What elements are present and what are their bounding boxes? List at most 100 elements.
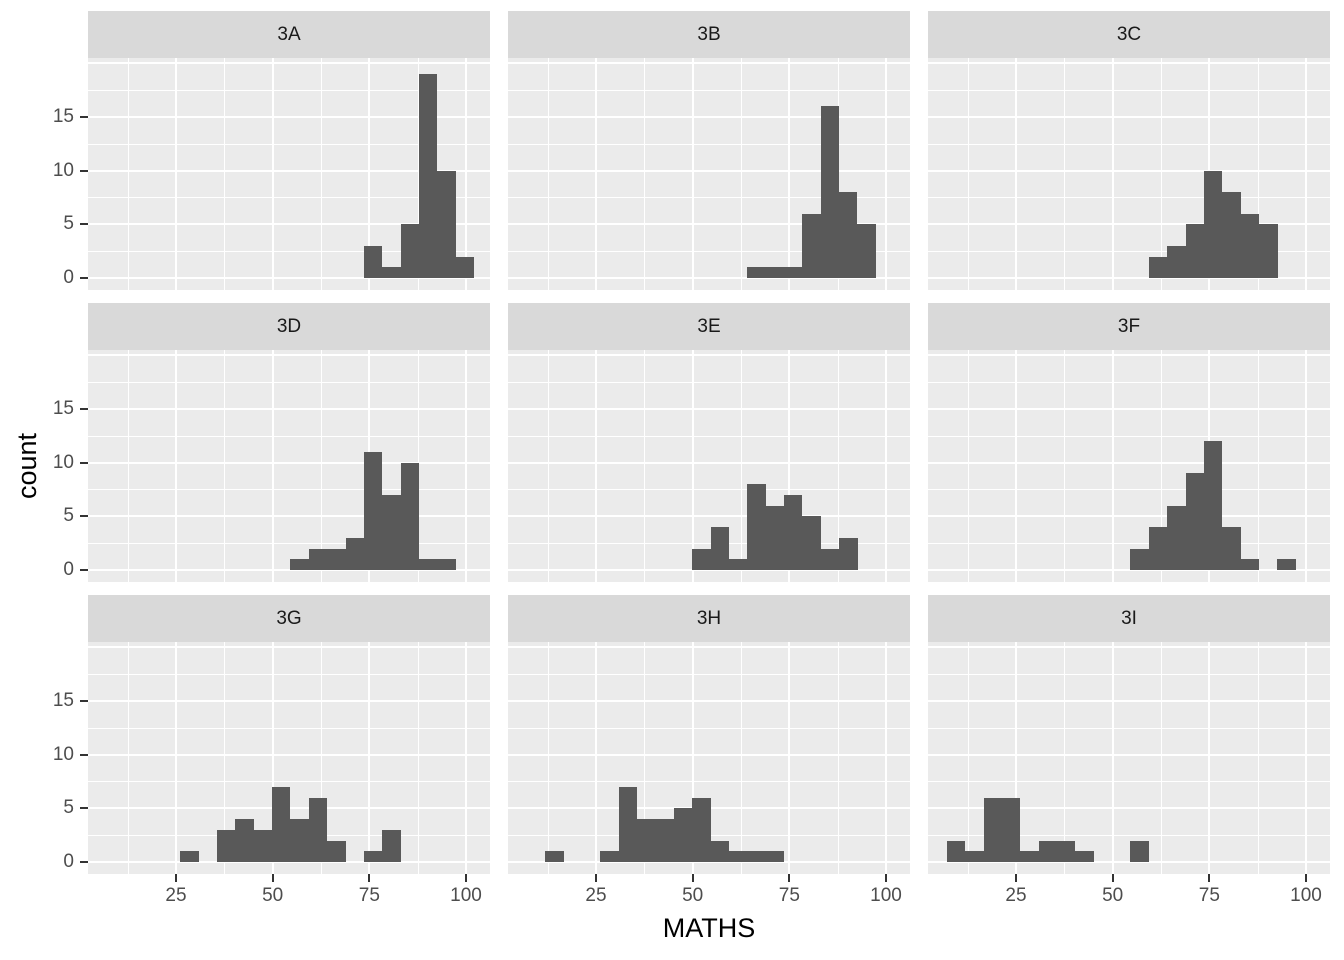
facet-strip-3I: 3I	[928, 595, 1330, 642]
facet-panel-3C	[928, 58, 1330, 290]
y-tick-mark	[80, 223, 88, 226]
histogram-bar	[1186, 473, 1204, 570]
y-tick-label: 5	[63, 213, 74, 235]
facet-panel-svg	[88, 642, 490, 874]
histogram-bar	[364, 452, 382, 570]
facet-strip-3D: 3D	[88, 303, 490, 350]
histogram-bar	[419, 74, 437, 278]
x-tick-label: 75	[778, 885, 800, 906]
x-tick-mark	[465, 874, 467, 882]
facet-strip-label: 3A	[277, 23, 301, 45]
histogram-bar	[1222, 527, 1241, 570]
x-tick-mark	[271, 874, 274, 882]
facet-panel-svg	[928, 58, 1330, 290]
facet-3A: 3A	[88, 11, 490, 290]
histogram-bar	[1241, 559, 1259, 570]
histogram-bar	[729, 559, 747, 570]
facet-strip-label: 3G	[276, 607, 302, 629]
y-tick-mark	[80, 699, 88, 702]
facet-strip-3B: 3B	[508, 11, 910, 58]
histogram-bar	[984, 798, 1002, 862]
x-tick-label: 100	[450, 885, 482, 906]
y-tick-label: 5	[63, 505, 74, 527]
y-tick-label: 0	[63, 559, 74, 580]
facet-strip-label: 3D	[276, 315, 302, 337]
facet-strip-label: 3I	[1121, 607, 1137, 629]
histogram-bar	[729, 851, 747, 862]
facet-3D: 3D	[88, 303, 490, 582]
histogram-bar	[1130, 841, 1149, 862]
facet-3H: 3H	[508, 595, 910, 874]
histogram-bar	[309, 549, 327, 570]
histogram-bar	[692, 549, 711, 570]
x-tick-label: 50	[262, 885, 284, 906]
histogram-bar	[1002, 798, 1020, 862]
x-tick-label: 100	[1290, 885, 1322, 906]
facet-strip-label: 3H	[696, 607, 722, 629]
histogram-bar	[382, 830, 401, 862]
histogram-bar	[364, 851, 382, 862]
x-tick-label: 25	[1005, 885, 1027, 906]
facet-strip-label: 3B	[697, 23, 721, 45]
facet-panel-svg	[928, 350, 1330, 582]
histogram-bar	[600, 851, 619, 862]
y-tick-mark	[80, 461, 88, 464]
facet-panel-3G	[88, 642, 490, 874]
histogram-bar	[747, 851, 766, 862]
histogram-bar	[364, 246, 382, 278]
histogram-bar	[382, 495, 401, 570]
histogram-bar	[711, 841, 729, 862]
facet-panel-svg	[508, 58, 910, 290]
histogram-bar	[766, 267, 784, 278]
histogram-bar	[346, 538, 364, 570]
x-tick-mark	[691, 874, 694, 882]
histogram-bar	[821, 106, 839, 278]
histogram-bar	[1057, 841, 1075, 862]
facet-panel-3A	[88, 58, 490, 290]
facet-strip-3A: 3A	[88, 11, 490, 58]
x-tick-mark	[885, 874, 887, 882]
x-axis-title: MATHS	[662, 913, 756, 943]
facet-panel-3B	[508, 58, 910, 290]
y-tick-label: 0	[63, 267, 74, 288]
y-tick-mark	[80, 115, 88, 118]
histogram-bar	[802, 214, 821, 278]
facet-strip-label: 3F	[1117, 315, 1141, 337]
histogram-bar	[1204, 441, 1222, 570]
x-tick-mark	[1305, 874, 1307, 882]
histogram-bar	[419, 559, 437, 570]
histogram-bar	[401, 224, 419, 278]
facet-panel-3I	[928, 642, 1330, 874]
facet-3E: 3E	[508, 303, 910, 582]
y-tick-mark	[80, 569, 88, 571]
facet-panel-3E	[508, 350, 910, 582]
histogram-bar	[1130, 549, 1149, 570]
y-tick-mark	[80, 407, 88, 410]
histogram-bar	[784, 267, 802, 278]
histogram-bar	[656, 819, 674, 862]
histogram-bar	[1167, 246, 1186, 278]
facet-3C: 3C	[928, 11, 1330, 290]
x-tick-mark	[595, 874, 597, 882]
x-tick-label: 25	[585, 885, 607, 906]
x-tick-label: 50	[1102, 885, 1124, 906]
x-tick-mark	[1111, 874, 1114, 882]
histogram-bar	[1039, 841, 1057, 862]
y-tick-label: 15	[52, 105, 74, 127]
facet-panel-svg	[88, 350, 490, 582]
facet-panel-3F	[928, 350, 1330, 582]
y-tick-mark	[80, 807, 88, 810]
y-tick-label: 15	[52, 689, 74, 711]
histogram-bar	[1186, 224, 1204, 278]
x-tick-label: 50	[682, 885, 704, 906]
histogram-bar	[1167, 506, 1186, 570]
x-tick-label: 75	[358, 885, 380, 906]
histogram-bar	[1075, 851, 1094, 862]
histogram-bar	[290, 559, 309, 570]
facet-strip-3H: 3H	[508, 595, 910, 642]
facet-3B: 3B	[508, 11, 910, 290]
facet-strip-3G: 3G	[88, 595, 490, 642]
y-tick-mark	[80, 277, 88, 279]
y-tick-label: 15	[52, 397, 74, 419]
x-tick-label: 100	[870, 885, 902, 906]
